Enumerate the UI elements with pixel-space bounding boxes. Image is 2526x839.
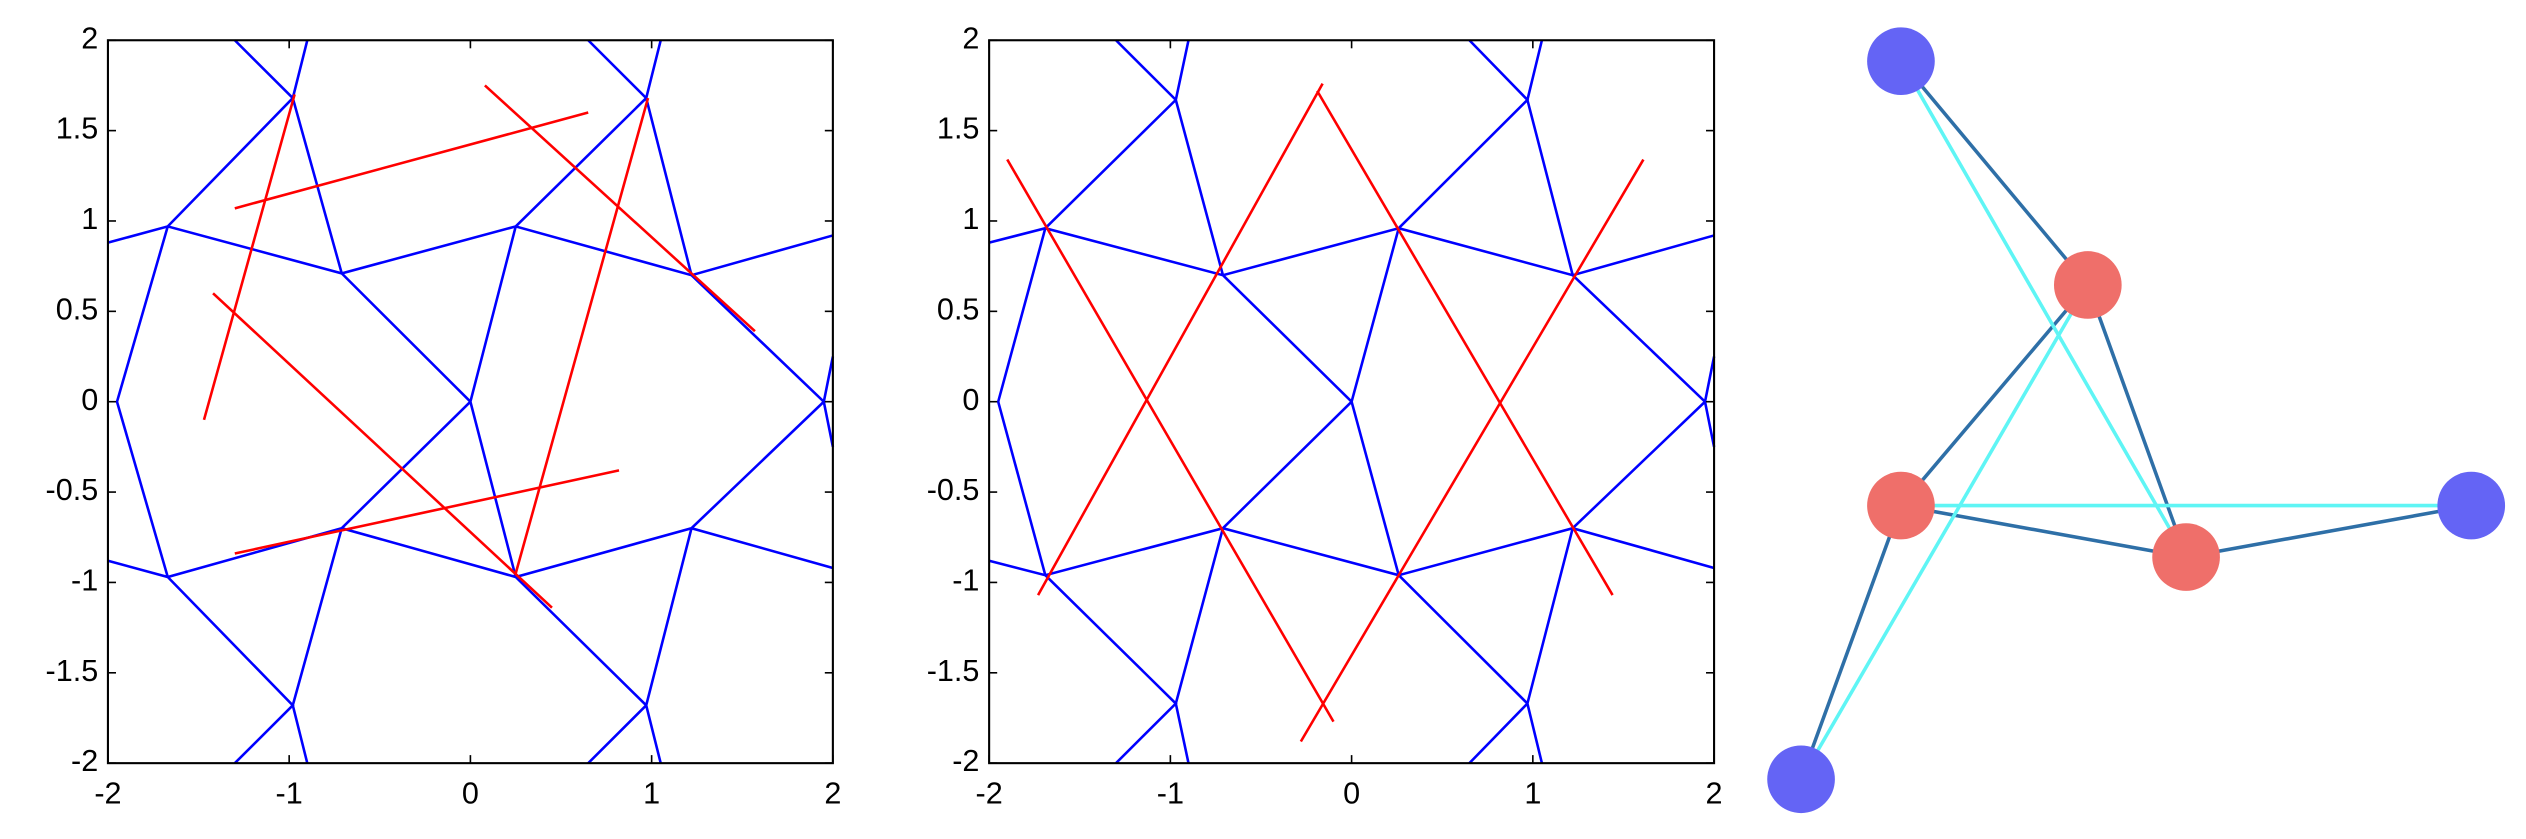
y-tick-label: -0.5 xyxy=(46,473,99,507)
y-tick-label: 1.5 xyxy=(56,112,99,146)
line xyxy=(1006,82,1645,743)
line xyxy=(988,39,1716,765)
y-tick-label: -0.5 xyxy=(927,473,980,507)
edge xyxy=(2185,503,2472,559)
node xyxy=(1867,27,1935,95)
y-tick-label: 0 xyxy=(81,383,98,417)
node xyxy=(1767,745,1835,814)
plot: -2 -1.5 -1 -0.5 0 0.5 1 1.5 2 -2 -1 0 1 2 xyxy=(927,21,1723,810)
y-tick-label: 2 xyxy=(81,21,98,55)
x-tick-label: 0 xyxy=(1343,776,1360,810)
y-tick-label: 2 xyxy=(962,21,979,55)
x-tick-label: -2 xyxy=(94,776,121,810)
y-tick-label: -2 xyxy=(71,744,98,778)
y-tick-label: -2 xyxy=(952,744,979,778)
y-tick-label: 0.5 xyxy=(56,292,99,326)
line xyxy=(202,84,756,609)
x-tick-label: 1 xyxy=(1524,776,1541,810)
node xyxy=(2437,471,2506,540)
x-tick-label: 2 xyxy=(1706,776,1723,810)
y-tick-label: -1.5 xyxy=(927,654,980,688)
y-tick-label: 1.5 xyxy=(937,112,980,146)
y-tick-label: 1 xyxy=(81,202,98,236)
network-diagram xyxy=(1767,27,2506,814)
y-tick-label: -1 xyxy=(952,564,979,598)
node xyxy=(1867,471,1935,540)
x-tick-label: 0 xyxy=(462,776,479,810)
x-tick-label: -2 xyxy=(976,776,1003,810)
y-tick-label: -1.5 xyxy=(46,654,99,688)
edge xyxy=(1899,60,2188,558)
y-tick-label: 1 xyxy=(962,202,979,236)
edge xyxy=(2086,284,2188,558)
x-tick-label: 1 xyxy=(643,776,660,810)
plot: -2 -1.5 -1 -0.5 0 0.5 1 1.5 2 -2 -1 0 1 2 xyxy=(46,21,842,810)
node xyxy=(2053,251,2122,319)
node xyxy=(2152,523,2220,591)
y-tick-label: -1 xyxy=(71,564,98,598)
edge xyxy=(1899,283,2090,507)
y-tick-label: 0 xyxy=(962,383,979,417)
x-tick-label: -1 xyxy=(1157,776,1184,810)
edge xyxy=(1799,284,2090,781)
y-tick-label: 0.5 xyxy=(937,292,980,326)
line xyxy=(107,39,835,765)
edge xyxy=(1899,60,2090,287)
x-tick-label: -1 xyxy=(276,776,303,810)
edge xyxy=(1799,504,1903,780)
edge xyxy=(1900,503,2187,559)
x-tick-label: 2 xyxy=(824,776,841,810)
